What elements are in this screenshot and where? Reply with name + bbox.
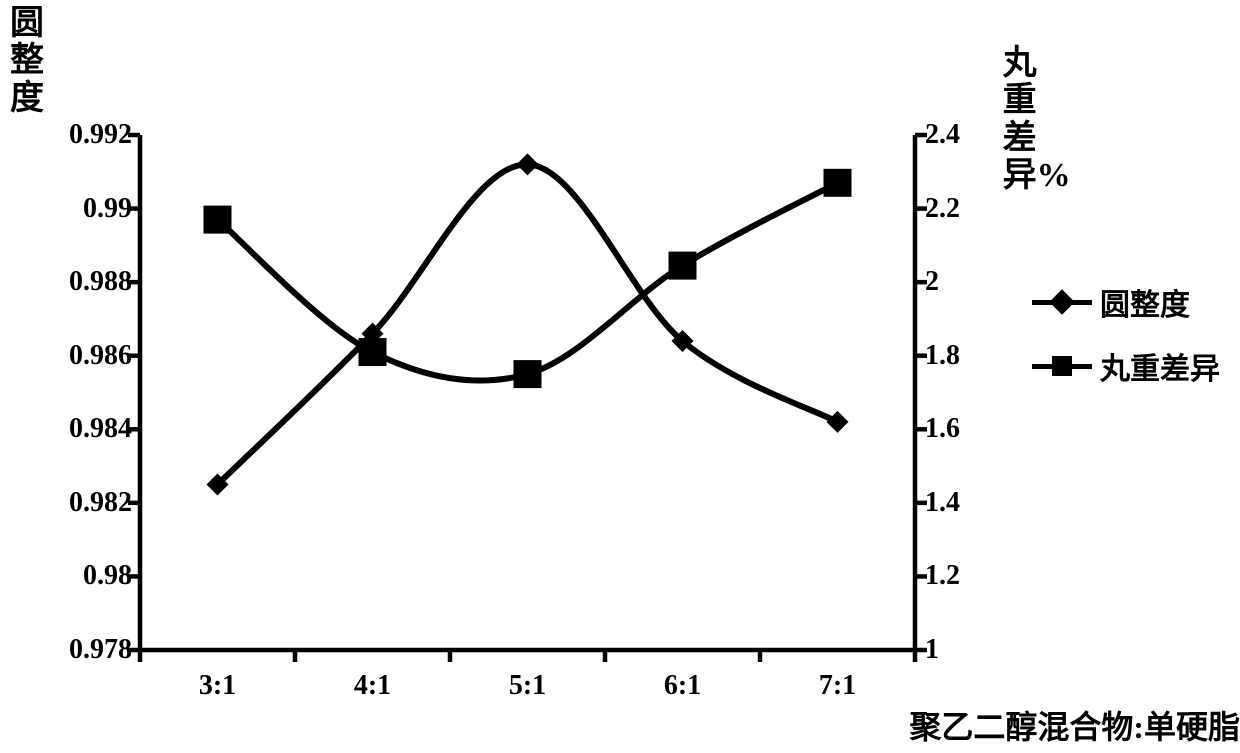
y2-tick-label: 1.4 — [925, 487, 960, 519]
y1-tick-label: 0.99 — [83, 193, 132, 225]
y2-tick-label: 1.6 — [925, 413, 960, 445]
y1-tick-label: 0.982 — [69, 487, 132, 519]
y2-tick-label: 2 — [925, 266, 939, 298]
y2-tick-label: 1.8 — [925, 340, 960, 372]
chart-svg — [0, 0, 1240, 753]
x-tick-label: 6:1 — [664, 670, 701, 702]
y2-tick-label: 1 — [925, 634, 939, 666]
y1-tick-label: 0.988 — [69, 266, 132, 298]
x-tick-label: 5:1 — [509, 670, 546, 702]
y2-tick-label: 2.2 — [925, 193, 960, 225]
chart-container: 圆整度 丸重差异% 聚乙二醇混合物:单硬脂 圆整度 丸重差异 0.9780.98… — [0, 0, 1240, 753]
y1-tick-label: 0.978 — [69, 634, 132, 666]
y2-tick-label: 1.2 — [925, 560, 960, 592]
y1-tick-label: 0.98 — [83, 560, 132, 592]
y1-tick-label: 0.992 — [69, 119, 132, 151]
y1-tick-label: 0.986 — [69, 340, 132, 372]
x-tick-label: 7:1 — [819, 670, 856, 702]
y2-tick-label: 2.4 — [925, 119, 960, 151]
x-tick-label: 4:1 — [354, 670, 391, 702]
x-tick-label: 3:1 — [199, 670, 236, 702]
y1-tick-label: 0.984 — [69, 413, 132, 445]
